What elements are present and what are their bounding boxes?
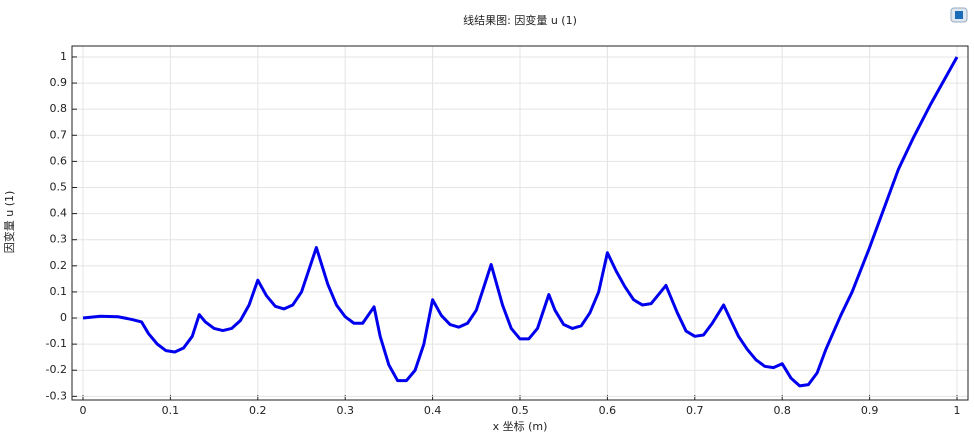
y-tick-label: 0.3 <box>50 233 68 246</box>
y-tick-label: 0.2 <box>50 259 68 272</box>
y-tick-label: 0.4 <box>50 207 68 220</box>
app-icon[interactable] <box>950 7 968 23</box>
icon-core[interactable] <box>955 11 963 19</box>
data-line <box>82 56 959 388</box>
x-tick-label: 0.8 <box>773 404 791 417</box>
x-tick-label: 0.5 <box>511 404 529 417</box>
x-tick-label: 0.4 <box>424 404 442 417</box>
x-tick-label: 0 <box>80 404 87 417</box>
y-tick-label: 0.9 <box>50 76 68 89</box>
y-tick-label: 0.7 <box>50 128 68 141</box>
y-tick-label: 0.8 <box>50 102 68 115</box>
y-tick-label: -0.1 <box>46 337 67 350</box>
y-axis-label: 因变量 u (1) <box>2 191 16 254</box>
y-tick-label: 1 <box>60 50 67 63</box>
x-axis-label: x 坐标 (m) <box>493 419 548 433</box>
y-tick-label: -0.3 <box>46 389 67 402</box>
x-tick-label: 1 <box>953 404 960 417</box>
y-tick-label: 0 <box>60 311 67 324</box>
x-tick-label: 0.1 <box>162 404 180 417</box>
x-tick-label: 0.7 <box>686 404 704 417</box>
x-tick-label: 0.9 <box>861 404 879 417</box>
plot-frame <box>71 45 969 401</box>
y-tick-label: 0.1 <box>50 285 68 298</box>
y-tick-label: 0.6 <box>50 154 68 167</box>
chart-title: 线结果图: 因变量 u (1) <box>463 13 577 27</box>
y-tick-label: -0.2 <box>46 363 67 376</box>
x-tick-label: 0.2 <box>249 404 267 417</box>
y-tick-label: 0.5 <box>50 180 68 193</box>
x-tick-label: 0.6 <box>599 404 617 417</box>
x-tick-label: 0.3 <box>336 404 354 417</box>
